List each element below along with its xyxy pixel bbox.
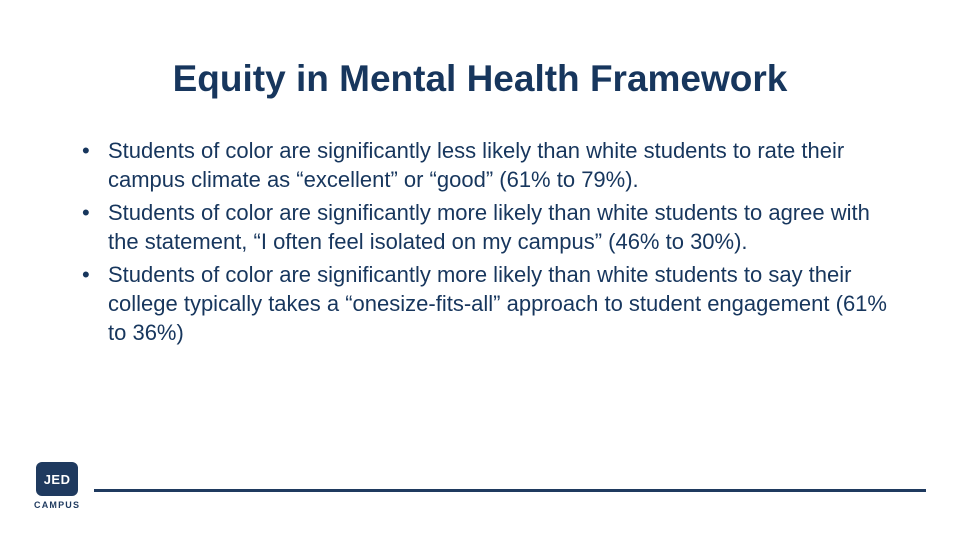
logo-subtext: CAMPUS	[34, 500, 80, 510]
slide: Equity in Mental Health Framework Studen…	[0, 0, 960, 540]
slide-title: Equity in Mental Health Framework	[62, 58, 898, 100]
bullet-item: Students of color are significantly more…	[82, 260, 898, 347]
bullet-list: Students of color are significantly less…	[62, 136, 898, 347]
logo: JED CAMPUS	[34, 462, 80, 510]
footer-divider	[94, 489, 926, 492]
bullet-item: Students of color are significantly more…	[82, 198, 898, 256]
slide-footer: JED CAMPUS	[34, 462, 926, 510]
bullet-item: Students of color are significantly less…	[82, 136, 898, 194]
jed-logo-icon: JED	[36, 462, 78, 496]
